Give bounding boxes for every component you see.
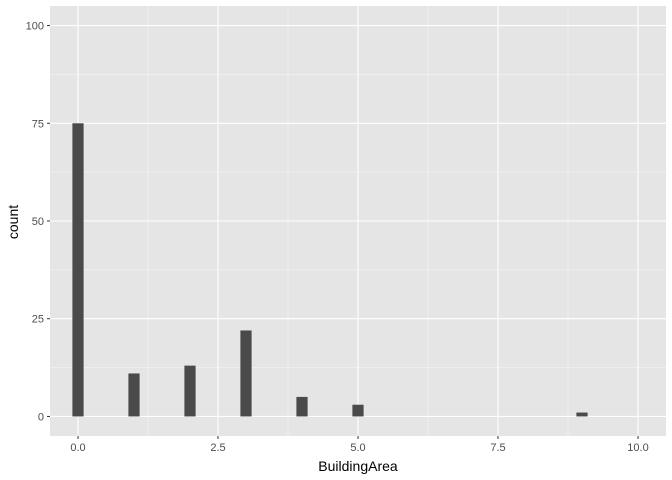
y-tick-label: 0 — [38, 411, 44, 423]
x-tick-label: 10.0 — [627, 442, 648, 454]
histogram-bar — [576, 412, 588, 417]
y-tick-label: 100 — [26, 21, 44, 33]
x-tick-label: 5.0 — [350, 442, 365, 454]
x-tick-label: 7.5 — [490, 442, 505, 454]
histogram-bar — [240, 330, 252, 417]
y-tick-label: 25 — [32, 314, 44, 326]
x-axis-title: BuildingArea — [318, 458, 398, 474]
bars — [72, 123, 588, 417]
y-tick-label: 75 — [32, 118, 44, 130]
histogram-bar — [296, 396, 308, 417]
histogram-bar — [128, 373, 140, 417]
x-tick-label: 0.0 — [70, 442, 85, 454]
histogram-bar — [352, 404, 364, 417]
x-tick-label: 2.5 — [210, 442, 225, 454]
histogram-bar — [184, 365, 196, 417]
x-axis-ticks: 0.0 2.5 5.0 7.5 10.0 — [70, 436, 649, 454]
y-axis-ticks: 0 25 50 75 100 — [26, 21, 50, 423]
histogram-bar — [72, 123, 84, 417]
grid-major — [50, 6, 666, 436]
y-tick-label: 50 — [32, 216, 44, 228]
y-axis-title: count — [5, 205, 21, 239]
